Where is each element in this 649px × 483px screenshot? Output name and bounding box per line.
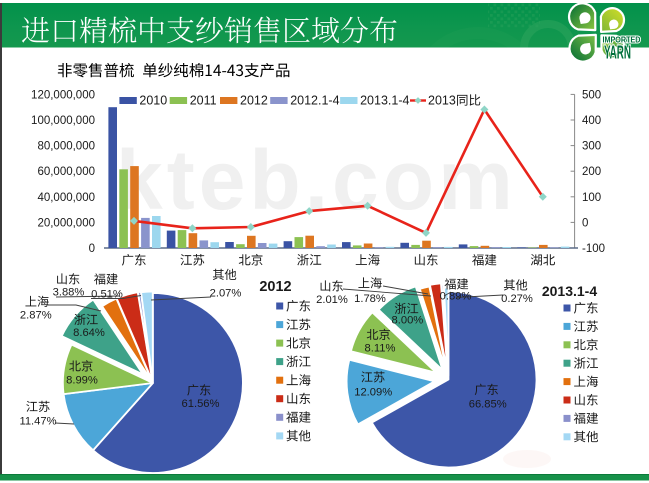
svg-text:2010: 2010 [139,94,167,108]
svg-text:120,000,000: 120,000,000 [31,89,95,101]
svg-text:0.27%: 0.27% [501,293,533,305]
svg-text:2013.1-4: 2013.1-4 [542,283,597,299]
svg-text:2013: 2013 [428,94,456,108]
svg-text:20,000,000: 20,000,000 [37,217,95,229]
svg-text:1.78%: 1.78% [354,293,386,305]
svg-text:2011: 2011 [190,94,217,108]
svg-text:2.07%: 2.07% [210,288,242,300]
svg-text:8.11%: 8.11% [365,343,396,355]
svg-text:61.56%: 61.56% [182,398,220,410]
svg-text:0: 0 [582,217,588,229]
svg-text:12.09%: 12.09% [354,387,392,399]
svg-text:80,000,000: 80,000,000 [37,141,95,153]
svg-text:2013.1-4: 2013.1-4 [360,94,409,108]
svg-text:-100: -100 [582,243,605,255]
svg-text:0.51%: 0.51% [91,289,123,301]
svg-text:2012.1-4: 2012.1-4 [290,94,339,108]
svg-text:2012: 2012 [259,279,291,295]
svg-text:11.47%: 11.47% [19,416,56,428]
svg-text:0.89%: 0.89% [440,291,472,303]
svg-text:500: 500 [582,89,601,101]
svg-text:IMPORTED: IMPORTED [603,35,641,45]
svg-text:3.88%: 3.88% [53,287,85,299]
svg-text:YARN: YARN [604,43,631,63]
svg-text:60,000,000: 60,000,000 [37,166,95,178]
svg-text:8.64%: 8.64% [73,327,105,339]
svg-text:2.01%: 2.01% [316,294,348,306]
svg-text:kteb.com: kteb.com [116,133,517,227]
svg-text:66.85%: 66.85% [469,399,507,411]
svg-text:100,000,000: 100,000,000 [31,115,95,127]
svg-text:0: 0 [89,243,95,255]
svg-text:200: 200 [582,166,601,178]
svg-text:2.87%: 2.87% [20,310,52,322]
svg-text:8.00%: 8.00% [392,315,424,327]
svg-text:8.99%: 8.99% [66,375,98,387]
svg-text:100: 100 [582,192,601,204]
svg-text:2012: 2012 [240,94,268,108]
svg-text:300: 300 [582,141,601,153]
svg-text:400: 400 [582,115,601,127]
svg-text:40,000,000: 40,000,000 [37,192,95,204]
